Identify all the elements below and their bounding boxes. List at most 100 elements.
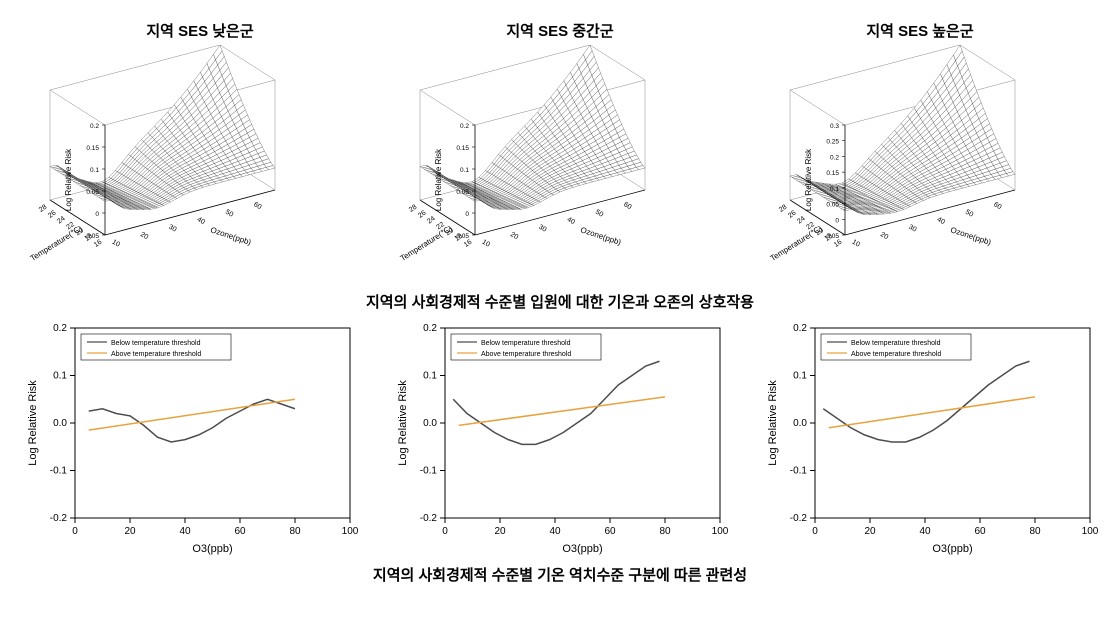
svg-text:0.3: 0.3	[830, 123, 839, 130]
svg-text:Above temperature threshold: Above temperature threshold	[111, 351, 201, 358]
svg-text:Above temperature threshold: Above temperature threshold	[851, 351, 941, 358]
svg-text:60: 60	[604, 526, 616, 537]
svg-text:O3(ppb): O3(ppb)	[932, 543, 972, 555]
svg-text:0: 0	[95, 211, 99, 218]
svg-text:100: 100	[1082, 526, 1099, 537]
svg-text:24: 24	[426, 215, 436, 225]
svg-text:0.0: 0.0	[53, 418, 67, 429]
svg-text:28: 28	[778, 204, 788, 214]
row-2d: 0 20 40 60 80 100 -0.2 -0.1 0.0 0.1 0.2 O3(ppb) Log …	[20, 318, 1100, 558]
svg-text:0.0: 0.0	[423, 418, 437, 429]
svg-text:80: 80	[1029, 526, 1041, 537]
svg-text:0.2: 0.2	[460, 123, 469, 130]
svg-text:0: 0	[442, 526, 448, 537]
svg-text:20: 20	[509, 231, 519, 241]
svg-text:20: 20	[139, 231, 149, 241]
caption-2d: 지역의 사회경제적 수준별 기온 역치수준 구분에 따른 관련성	[20, 564, 1100, 585]
svg-text:0.05: 0.05	[86, 189, 99, 196]
svg-text:-0.1: -0.1	[420, 466, 438, 477]
svg-text:80: 80	[289, 526, 301, 537]
svg-text:0.2: 0.2	[423, 323, 437, 334]
svg-text:60: 60	[974, 526, 986, 537]
svg-text:O3(ppb): O3(ppb)	[562, 543, 602, 555]
svg-text:26: 26	[417, 209, 427, 219]
svg-text:0.0: 0.0	[793, 418, 807, 429]
svg-text:Above temperature threshold: Above temperature threshold	[481, 351, 571, 358]
svg-text:0.1: 0.1	[53, 371, 67, 382]
row-3d: -0.0500.050.10.150.2Log Relative Risk161…	[20, 45, 1100, 285]
svg-text:Log Relative Risk: Log Relative Risk	[767, 380, 779, 466]
svg-text:0.15: 0.15	[826, 170, 839, 177]
svg-text:40: 40	[936, 216, 946, 226]
svg-text:28: 28	[408, 204, 418, 214]
title-low: 지역 SES 낮은군	[22, 20, 378, 41]
svg-text:0.05: 0.05	[456, 189, 469, 196]
svg-text:0: 0	[465, 211, 469, 218]
surface-high: -0.0500.050.10.150.20.250.3Log Relative …	[760, 45, 1100, 285]
svg-text:Log Relative Risk: Log Relative Risk	[434, 148, 443, 211]
svg-text:40: 40	[919, 526, 931, 537]
title-high: 지역 SES 높은군	[742, 20, 1098, 41]
svg-text:Log Relative Risk: Log Relative Risk	[64, 148, 73, 211]
svg-text:Ozone(ppb): Ozone(ppb)	[579, 225, 622, 247]
svg-text:40: 40	[549, 526, 561, 537]
svg-text:0.05: 0.05	[826, 202, 839, 209]
svg-text:Below temperature threshold: Below temperature threshold	[851, 340, 941, 347]
svg-text:16: 16	[463, 239, 473, 249]
svg-text:-0.1: -0.1	[790, 466, 808, 477]
svg-text:0.15: 0.15	[456, 145, 469, 152]
surface-low: -0.0500.050.10.150.2Log Relative Risk161…	[20, 45, 360, 285]
svg-text:80: 80	[659, 526, 671, 537]
svg-text:40: 40	[196, 216, 206, 226]
svg-text:24: 24	[796, 215, 806, 225]
svg-text:0.15: 0.15	[86, 145, 99, 152]
caption-3d: 지역의 사회경제적 수준별 입원에 대한 기온과 오존의 상호작용	[20, 291, 1100, 312]
svg-text:60: 60	[234, 526, 246, 537]
svg-text:-0.1: -0.1	[50, 466, 68, 477]
svg-text:60: 60	[992, 201, 1002, 211]
line-mid: 0 20 40 60 80 100 -0.2 -0.1 0.0 0.1 0.2 O3(ppb) Log …	[390, 318, 730, 558]
svg-text:0: 0	[72, 526, 78, 537]
svg-text:60: 60	[252, 201, 262, 211]
svg-text:50: 50	[594, 209, 604, 219]
svg-text:60: 60	[622, 201, 632, 211]
svg-text:28: 28	[38, 204, 48, 214]
svg-text:40: 40	[566, 216, 576, 226]
svg-text:10: 10	[481, 239, 491, 249]
svg-text:0: 0	[812, 526, 818, 537]
svg-text:0.1: 0.1	[460, 167, 469, 174]
svg-text:Temperature(℃): Temperature(℃)	[399, 224, 454, 263]
svg-text:Log Relative Risk: Log Relative Risk	[397, 380, 409, 466]
svg-text:Below temperature threshold: Below temperature threshold	[481, 340, 571, 347]
svg-text:-0.2: -0.2	[790, 513, 808, 524]
svg-text:16: 16	[93, 239, 103, 249]
svg-text:20: 20	[494, 526, 506, 537]
svg-text:16: 16	[833, 239, 843, 249]
line-high: 020406080100-0.2-0.10.00.10.2O3(ppb)Log …	[760, 318, 1100, 558]
svg-text:Temperature(℃): Temperature(℃)	[29, 224, 84, 263]
svg-text:0.1: 0.1	[793, 371, 807, 382]
svg-text:0.2: 0.2	[90, 123, 99, 130]
svg-text:20: 20	[864, 526, 876, 537]
svg-text:20: 20	[879, 231, 889, 241]
svg-text:100: 100	[342, 526, 359, 537]
svg-text:0.1: 0.1	[90, 167, 99, 174]
svg-text:50: 50	[224, 209, 234, 219]
svg-text:Log Relative Risk: Log Relative Risk	[27, 380, 39, 466]
svg-text:Temperature(℃): Temperature(℃)	[769, 224, 824, 263]
svg-text:Ozone(ppb): Ozone(ppb)	[209, 225, 252, 247]
svg-text:26: 26	[787, 209, 797, 219]
surface-mid: -0.0500.050.10.150.2Log Relative Risk161…	[390, 45, 730, 285]
svg-text:0.1: 0.1	[423, 371, 437, 382]
svg-text:O3(ppb): O3(ppb)	[192, 543, 232, 555]
svg-text:40: 40	[179, 526, 191, 537]
svg-text:Ozone(ppb): Ozone(ppb)	[949, 225, 992, 247]
svg-text:10: 10	[851, 239, 861, 249]
svg-text:Log Relative Risk: Log Relative Risk	[804, 148, 813, 211]
figure-grid: 지역 SES 낮은군 지역 SES 중간군 지역 SES 높은군 -0.0500…	[20, 20, 1100, 620]
svg-text:-0.2: -0.2	[420, 513, 438, 524]
svg-text:100: 100	[712, 526, 729, 537]
svg-text:20: 20	[124, 526, 136, 537]
svg-text:30: 30	[167, 224, 177, 234]
svg-text:0.25: 0.25	[826, 139, 839, 146]
